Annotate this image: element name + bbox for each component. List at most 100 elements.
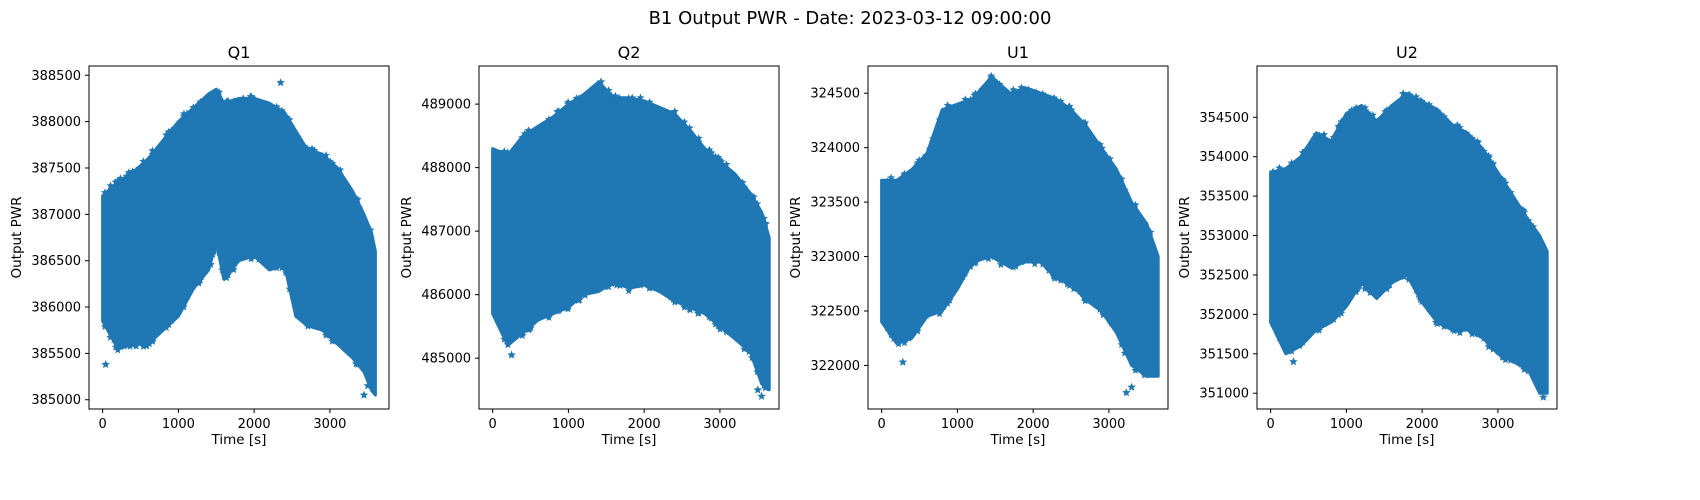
scatter-point <box>1368 288 1377 296</box>
scatter-point <box>1049 271 1058 279</box>
scatter-point <box>1455 123 1464 131</box>
scatter-point <box>246 250 255 258</box>
scatter-point <box>182 292 191 301</box>
y-tick-label: 489000 <box>421 98 471 113</box>
y-tick-label: 488000 <box>421 161 471 176</box>
scatter-point <box>148 335 157 344</box>
scatter-point <box>703 148 712 156</box>
scatter-point <box>761 383 770 391</box>
scatter-point <box>100 322 109 330</box>
scatter-point <box>686 305 695 314</box>
scatter-point <box>1140 219 1149 227</box>
scatter-point <box>553 107 562 116</box>
scatter-point <box>222 273 231 282</box>
scatter-point <box>740 183 749 191</box>
scatter-point <box>939 302 948 310</box>
scatter-point <box>544 310 553 318</box>
scatter-point <box>694 309 702 317</box>
scatter-point <box>1368 115 1377 124</box>
scatter-point <box>984 79 993 88</box>
scatter-point <box>132 342 141 350</box>
scatter-point <box>359 390 369 399</box>
scatter-point <box>995 255 1004 263</box>
scatter-point <box>694 137 702 146</box>
scatter-point <box>548 306 557 314</box>
scatter-point <box>707 148 716 157</box>
scatter-point <box>669 295 678 303</box>
scatter-point <box>167 316 176 324</box>
scatter-point <box>278 263 286 272</box>
scatter-point <box>1287 158 1296 167</box>
scatter-point <box>738 338 747 346</box>
scatter-point <box>900 169 909 178</box>
figure-title: B1 Output PWR - Date: 2023-03-12 09:00:0… <box>648 8 1052 29</box>
axes-frame <box>88 65 390 410</box>
scatter-point <box>180 298 188 307</box>
scatter-point <box>628 93 637 102</box>
scatter-point <box>581 92 590 100</box>
scatter-point <box>1009 85 1018 94</box>
scatter-point <box>500 335 509 343</box>
scatter-point <box>500 147 509 155</box>
scatter-point <box>978 252 987 260</box>
scatter-point <box>564 99 572 108</box>
y-tick-label: 323500 <box>810 196 860 211</box>
scatter-point <box>1030 259 1039 268</box>
scatter-point <box>624 286 633 295</box>
scatter-point <box>600 87 609 96</box>
x-tick-label: 3000 <box>313 417 346 432</box>
scatter-point <box>929 306 938 315</box>
scatter-point <box>970 254 979 263</box>
scatter-point <box>179 302 188 311</box>
y-tick-label: 385500 <box>31 347 81 362</box>
x-tick-label: 0 <box>98 417 106 432</box>
scatter-point <box>101 360 110 369</box>
scatter-point <box>714 153 723 161</box>
scatter-point <box>716 155 724 164</box>
scatter-point <box>740 344 749 353</box>
scatter-point <box>1098 144 1107 152</box>
x-tick-label: 2000 <box>238 417 271 432</box>
scatter-point <box>738 178 747 187</box>
scatter-point <box>526 323 535 332</box>
scatter-point <box>883 177 892 185</box>
scatter-point <box>126 170 135 179</box>
scatter-band <box>880 75 1160 378</box>
y-axis-label: Output PWR <box>1177 196 1193 278</box>
scatter-point <box>326 329 335 338</box>
scatter-point <box>519 328 528 336</box>
scatter-point <box>1484 337 1493 346</box>
scatter-point <box>1517 360 1526 368</box>
scatter-point <box>628 280 637 288</box>
scatter-point <box>1368 110 1377 119</box>
scatter-point <box>564 304 572 313</box>
scatter-point <box>1479 334 1488 342</box>
scatter-point <box>1275 163 1284 172</box>
scatter-point <box>1335 123 1344 132</box>
scatter-point <box>894 177 903 186</box>
scatter-point <box>611 279 620 287</box>
scatter-point <box>1479 147 1488 155</box>
x-tick-label: 1000 <box>552 417 585 432</box>
scatter-point <box>1067 105 1076 114</box>
subplot-q2: 0 1000 2000 3000 485000 486000 487000 488000 489… <box>399 43 780 448</box>
scatter-point <box>1298 148 1307 157</box>
x-tick-label: 0 <box>488 417 496 432</box>
scatter-point <box>1120 349 1129 357</box>
scatter-point <box>106 328 115 336</box>
scatter-point <box>1450 124 1459 133</box>
scatter-point <box>1473 328 1482 337</box>
scatter-point <box>596 77 606 86</box>
scatter-point <box>507 350 516 359</box>
scatter-point <box>122 172 131 180</box>
scatter-point <box>939 107 948 115</box>
scatter-point <box>922 311 931 320</box>
scatter-point <box>106 181 115 190</box>
scatter-point <box>1106 154 1114 163</box>
scatter-point <box>162 323 171 331</box>
y-tick-label: 388000 <box>31 115 81 130</box>
y-tick-label: 352500 <box>1199 268 1249 283</box>
x-tick-label: 2000 <box>1406 417 1439 432</box>
scatter-point <box>1337 303 1346 312</box>
scatter-point <box>285 115 294 124</box>
